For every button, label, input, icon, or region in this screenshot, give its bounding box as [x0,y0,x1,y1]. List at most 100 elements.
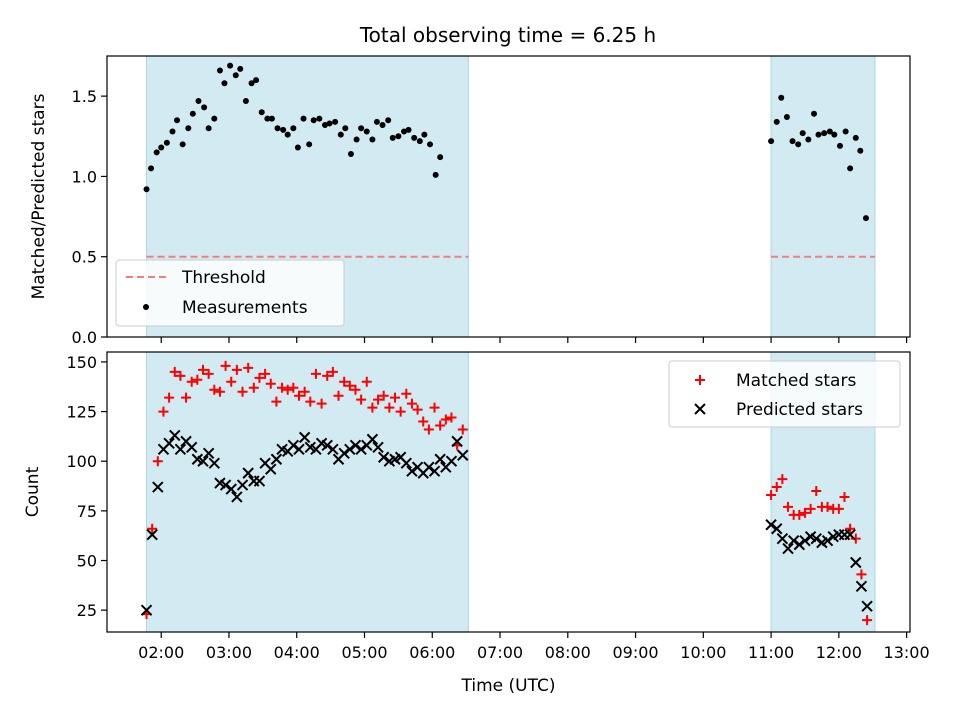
matched-point [833,503,844,514]
y-tick-label: 1.5 [72,87,97,106]
matched-point [322,370,333,381]
measurement-point [153,149,160,156]
measurement-point [268,115,275,122]
predicted-point [844,528,856,541]
y-tick-label: 25 [77,601,97,620]
y-tick-label: 1.0 [72,167,97,186]
matched-point [350,384,361,395]
predicted-point [855,580,868,593]
predicted-point [270,453,283,465]
y-tick-label: 0.0 [72,328,97,347]
y-tick-label: 75 [77,502,97,521]
measurement-point [300,115,307,122]
matched-point [147,523,158,534]
measurement-point [432,171,439,178]
measurement-point [836,142,843,149]
predicted-point [810,532,822,545]
predicted-point [174,443,187,456]
predicted-point [423,461,435,473]
matched-point [423,424,434,435]
predicted-point [771,523,783,535]
matched-point [395,406,406,417]
x-tick-label: 04:00 [274,643,320,662]
matched-point [293,390,304,401]
measurement-point [401,128,408,135]
measurement-point [232,72,239,79]
measurement-point [284,131,291,138]
x-axis-label: Time (UTC) [461,676,556,696]
predicted-point [236,479,249,491]
matched-point [783,501,794,512]
measurement-point [437,154,444,161]
matched-point [378,390,389,401]
predicted-point [406,465,418,477]
legend-measurements-label: Measurements [182,298,308,318]
matched-point [339,376,350,387]
shaded-interval [146,351,469,633]
measurement-point [294,144,301,151]
predicted-point [225,483,237,495]
matched-point [260,368,271,379]
measurement-point [811,110,818,117]
predicted-point [782,542,794,555]
predicted-point [219,479,232,491]
predicted-point [163,437,175,450]
measurement-point [773,118,780,125]
matched-point [220,360,231,371]
measurement-point [799,130,806,137]
matched-point [288,382,299,393]
measurement-point [143,186,150,193]
measurement-point [306,141,313,148]
matched-point [254,372,265,383]
measurement-point [332,118,339,125]
measurement-point [169,128,176,135]
x-tick-label: 07:00 [477,643,523,662]
matched-point [839,491,850,502]
legend-box [115,259,345,327]
measurement-point [158,144,165,151]
measurement-point [280,126,287,133]
predicted-point [146,528,158,541]
matched-point [305,396,316,407]
x-tick-label: 05:00 [341,643,387,662]
predicted-point [457,449,469,461]
measurement-point [385,117,392,124]
matched-point [373,394,384,405]
matched-point [226,376,237,387]
top-panel: 0.0 0.5 1.0 1.5 Matched/Predicted stars Thres… [29,55,911,347]
y-tick-label: 0.5 [72,248,97,267]
matched-point [845,523,856,534]
measurement-point [783,114,790,121]
predicted-point [428,465,441,477]
matched-point [299,386,310,397]
measurement-point [847,165,854,172]
measurement-point [862,215,869,222]
predicted-point [787,534,800,547]
measurement-point [815,131,822,138]
predicted-point [287,439,300,452]
matched-point [850,533,861,544]
matched-point [440,414,451,425]
matched-point [799,507,810,518]
measurement-point [201,104,208,111]
predicted-point [344,443,356,456]
predicted-point [298,431,311,444]
axes-frame [106,351,911,633]
measurement-point [248,80,255,87]
predicted-point [208,457,221,469]
matched-point [406,398,417,409]
matched-point [197,364,208,375]
matched-point [248,382,259,393]
matched-point [282,384,293,395]
y-tick-label: 125 [66,403,97,422]
predicted-point [861,600,873,612]
y-axis-label: Count [23,466,43,517]
matched-point [310,368,321,379]
chart-title: Total observing time = 6.25 h [359,23,656,47]
x-tick-label: 03:00 [206,643,252,662]
measurement-point [805,136,812,143]
measurement-point [857,147,864,154]
predicted-point [451,435,463,448]
y-axis-label: Matched/Predicted stars [29,93,49,299]
matched-point [389,392,400,403]
